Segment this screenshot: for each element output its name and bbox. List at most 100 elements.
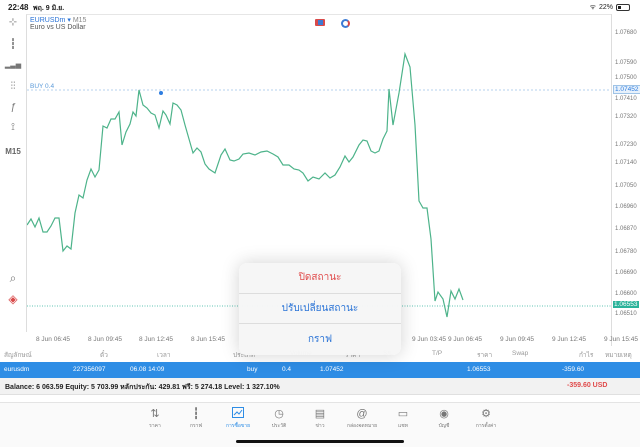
chart-icon: ┇ <box>192 408 200 420</box>
mailbox-icon: @ <box>356 408 368 420</box>
symbol-name: EURUSDm <box>30 17 66 24</box>
tab-mailbox[interactable]: @ กล่องจดหมาย <box>342 407 382 430</box>
tab-news[interactable]: ▤ ข่าว <box>300 407 340 430</box>
battery-percent: 22% <box>598 4 613 11</box>
col-swap: Swap <box>512 350 529 357</box>
price-label: 1.06690 <box>615 270 637 276</box>
time-label: 9 Jun 03:45 <box>412 336 446 343</box>
price-label: 1.07590 <box>615 60 637 66</box>
crosshair-icon[interactable]: ⊹ <box>8 17 18 28</box>
time-label: 9 Jun 06:45 <box>448 336 482 343</box>
tab-history[interactable]: ◷ ประวัติ <box>259 407 299 430</box>
chart-timeframe: M15 <box>72 17 87 24</box>
tab-label: กราฟ <box>189 423 203 429</box>
left-toolbar: ⊹ ┇ ▂▃▅ ⫶⫶ ƒ ⟟ M15 ⌕ ◈ <box>0 14 26 344</box>
time-label: 8 Jun 12:45 <box>139 336 173 343</box>
current-price-tag: 1.06553 <box>613 301 639 308</box>
modify-position-button[interactable]: ปรับเปลี่ยนสถานะ <box>239 294 401 325</box>
chart-button[interactable]: กราฟ <box>307 333 333 345</box>
price-label: 1.07230 <box>615 142 637 148</box>
trade-icon <box>218 407 258 421</box>
buy-entry-marker <box>159 91 163 95</box>
row-profit: -359.60 <box>562 366 585 373</box>
tab-label: ราคา <box>149 423 161 429</box>
depth-of-market-icon[interactable] <box>341 19 350 28</box>
trade-panel-icon[interactable] <box>315 19 325 26</box>
time-label: 8 Jun 09:45 <box>88 336 122 343</box>
symbol-description: Euro vs US Dollar <box>30 24 86 31</box>
price-axis: 1.07680 1.07590 1.07500 1.07452 1.07410 … <box>611 14 640 346</box>
row-volume: 0.4 <box>282 366 292 373</box>
buy-order-label[interactable]: BUY 0.4 <box>30 83 55 90</box>
time-label: 8 Jun 15:45 <box>191 336 225 343</box>
time-label: 8 Jun 06:45 <box>36 336 70 343</box>
tab-trade[interactable]: การซื้อขาย <box>218 407 258 430</box>
indicators-icon[interactable]: ▂▃▅ <box>4 62 22 69</box>
tab-label: การซื้อขาย <box>225 423 251 429</box>
total-profit: -359.60 USD <box>567 382 608 389</box>
row-symbol: eurusdm <box>4 366 30 373</box>
row-open-price: 1.07452 <box>320 366 344 373</box>
price-label: 1.07050 <box>615 183 637 189</box>
tab-label: บัญชี <box>438 423 450 429</box>
price-label: 1.06870 <box>615 226 637 232</box>
settings-sliders-icon[interactable]: ⫶⫶ <box>10 81 16 92</box>
function-icon[interactable]: ƒ <box>10 102 16 113</box>
gear-icon: ⚙ <box>481 408 491 420</box>
row-current-price: 1.06553 <box>467 366 491 373</box>
wifi-icon: ᯤ <box>589 4 596 11</box>
price-label: 1.06960 <box>615 204 637 210</box>
position-row[interactable]: eurusdm 227356097 06.08 14:09 buy 0.4 1.… <box>0 362 640 378</box>
one-click-trade-icon[interactable]: ◈ <box>8 292 18 306</box>
price-label: 1.06780 <box>615 249 637 255</box>
status-date: พฤ. 9 มิ.ย. <box>33 5 65 12</box>
tab-settings[interactable]: ⚙ การตั้งค่า <box>466 407 506 430</box>
candlestick-icon[interactable]: ┇ <box>9 39 17 50</box>
symbol-dropdown-arrow: ▾ <box>67 17 71 24</box>
time-label: 9 Jun 09:45 <box>500 336 534 343</box>
tab-label: กล่องจดหมาย <box>346 423 378 429</box>
close-position-button[interactable]: ปิดสถานะ <box>239 263 401 294</box>
col-type: ประเภท <box>233 352 255 359</box>
tab-label: แชท <box>398 423 408 429</box>
status-right: ᯤ 22% <box>590 3 630 12</box>
account-balance-summary: Balance: 6 063.59 Equity: 5 703.99 หลักป… <box>5 384 280 391</box>
chart-top-icons <box>315 19 350 28</box>
col-time: เวลา <box>157 352 171 359</box>
price-label: 1.07680 <box>615 30 637 36</box>
price-label: 1.07140 <box>615 160 637 166</box>
history-icon: ◷ <box>274 408 284 420</box>
tab-label: ประวัติ <box>271 423 287 429</box>
bottom-tab-bar: ⇅ ราคา ┇ กราฟ การซื้อขาย ◷ ประวัติ ▤ ข่า… <box>0 402 640 447</box>
zoom-icon[interactable]: ⌕ <box>9 271 17 285</box>
row-ticket: 227356097 <box>73 366 106 373</box>
price-label: 1.07320 <box>615 114 637 120</box>
tab-quotes[interactable]: ⇅ ราคา <box>135 407 175 430</box>
price-label: 1.07500 <box>615 75 637 81</box>
tab-account[interactable]: ◉ บัญชี <box>424 407 464 430</box>
row-time: 06.08 14:09 <box>130 366 165 373</box>
price-label: 1.06510 <box>615 311 637 317</box>
time-axis: 8 Jun 06:45 8 Jun 09:45 8 Jun 12:45 8 Ju… <box>26 332 638 346</box>
status-time: 22:48 <box>8 3 29 12</box>
tab-chart[interactable]: ┇ กราฟ <box>176 407 216 430</box>
buy-price-tag: 1.07452 <box>613 85 640 94</box>
col-symbol: สัญลักษณ์ <box>4 352 32 359</box>
tab-label: ข่าว <box>315 423 325 429</box>
chart-symbol-title[interactable]: EURUSDm ▾ M15 <box>30 16 86 24</box>
news-icon: ▤ <box>314 408 326 420</box>
tab-chat[interactable]: ▭ แชท <box>383 407 423 430</box>
row-type: buy <box>247 366 258 373</box>
col-profit: กำไร <box>579 352 594 359</box>
price-series <box>26 51 464 318</box>
home-indicator[interactable] <box>236 440 404 443</box>
col-ticket: ตั๋ว <box>100 352 108 359</box>
position-context-menu: ปิดสถานะ ปรับเปลี่ยนสถานะ กราฟ <box>239 263 401 355</box>
battery-icon <box>616 4 630 11</box>
objects-icon[interactable]: ⟟ <box>11 122 15 133</box>
col-tp: T/P <box>432 350 443 357</box>
timeframe-button[interactable]: M15 <box>5 147 21 156</box>
col-comment: หมายเหตุ <box>605 352 632 359</box>
col-open-price: ราคา <box>345 352 361 359</box>
account-summary-row: Balance: 6 063.59 Equity: 5 703.99 หลักป… <box>0 378 640 395</box>
